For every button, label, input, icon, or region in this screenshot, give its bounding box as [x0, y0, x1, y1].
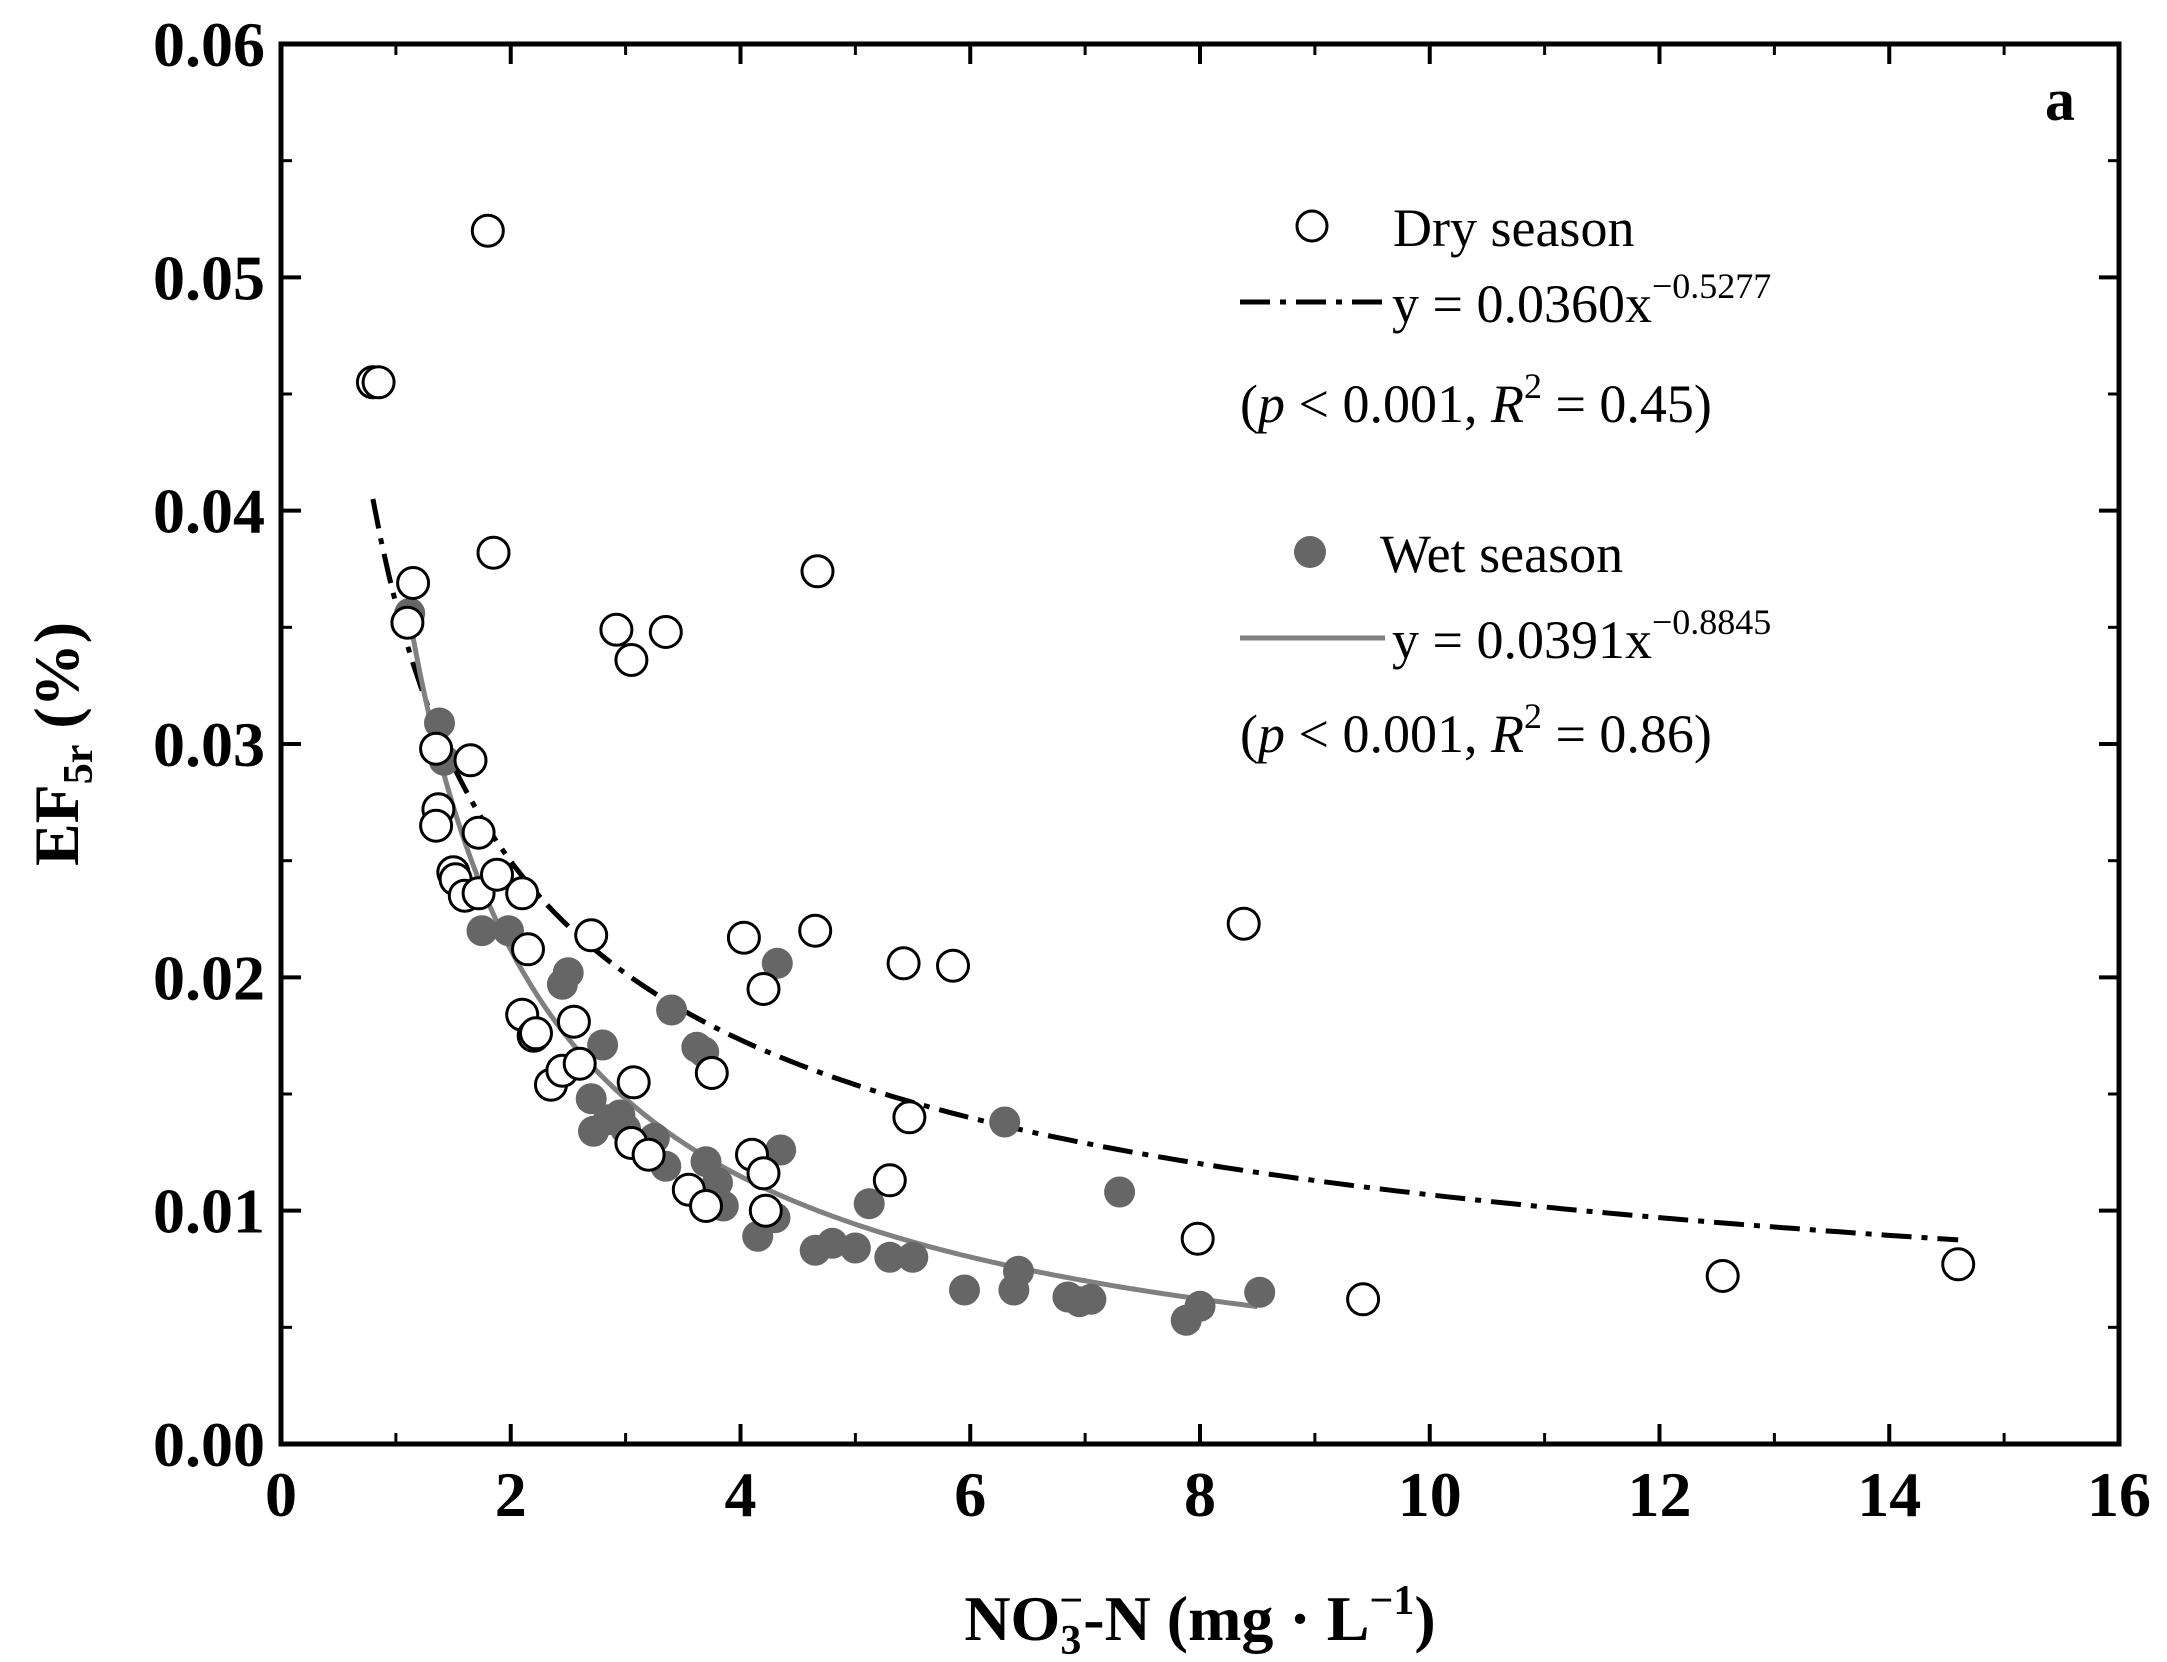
x-tick-label: 0: [265, 1459, 297, 1530]
dry-season-point: [748, 1193, 783, 1228]
y-tick-label: 0.06: [153, 9, 265, 80]
dry-season-point: [936, 948, 970, 983]
dry-season-point: [574, 918, 609, 953]
wet-season-point: [1003, 1255, 1034, 1287]
dry-season-point: [453, 743, 488, 778]
axis-ticks: [279, 42, 2121, 1446]
dry-season-point: [599, 612, 634, 647]
x-tick-label: 16: [2087, 1459, 2151, 1530]
dry-season-point: [798, 913, 833, 948]
dry-season-point: [461, 815, 496, 850]
dry-season-point: [556, 1004, 591, 1039]
wet-season-point: [587, 1029, 619, 1061]
legend-marker-wet: [1294, 536, 1326, 568]
dry-season-point: [1705, 1259, 1740, 1293]
wet-season-point: [552, 957, 584, 989]
dry-season-point: [419, 731, 454, 766]
wet-season-point: [656, 994, 688, 1026]
dry-season-point: [390, 605, 425, 640]
x-tick-label: 4: [725, 1459, 757, 1530]
dry-season-point: [519, 1016, 553, 1051]
dry-season-point: [396, 566, 431, 600]
legend-equation-dry: y = 0.0360x−0.5277: [1392, 266, 1771, 334]
dry-season-point: [1941, 1247, 1976, 1282]
dry-season-point: [361, 365, 396, 400]
x-tick-label: 8: [1184, 1459, 1216, 1530]
dry-season-point: [511, 932, 545, 967]
wet-season-point: [1104, 1176, 1136, 1208]
y-tick-label: 0.04: [153, 476, 265, 547]
dry-season-point: [689, 1189, 723, 1223]
wet-season-point: [575, 1083, 607, 1115]
x-tick-label: 10: [1398, 1459, 1462, 1530]
dry-season-point: [694, 1056, 729, 1090]
fit-curve-dry: [370, 498, 1959, 1243]
panel-label: a: [2045, 67, 2075, 133]
data-points: [355, 213, 1976, 1336]
dry-season-point: [746, 1156, 781, 1191]
dry-season-point: [419, 808, 454, 843]
dry-season-point: [631, 1137, 666, 1172]
wet-season-point: [761, 947, 793, 979]
tick-labels: 0 2 4 6 8 10 12 14 16 0.00 0.01 0.02 0.03 0.04 0.05 0.0…: [153, 9, 2151, 1530]
fit-curves: [370, 498, 1959, 1310]
x-tick-label: 2: [495, 1459, 527, 1530]
wet-season-point: [1244, 1276, 1276, 1308]
dry-season-point: [562, 1046, 597, 1081]
x-axis-title: NO3−-N (mg · L−1): [964, 1578, 1435, 1662]
dry-season-point: [648, 615, 683, 649]
dry-season-point: [1226, 906, 1261, 941]
wet-season-point: [1184, 1290, 1216, 1322]
legend-stats-dry: (p < 0.001, R2 = 0.45): [1240, 366, 1712, 434]
dry-season-point: [1346, 1282, 1381, 1317]
dry-season-point: [480, 857, 514, 892]
wet-season-point: [989, 1106, 1021, 1138]
legend: Dry season y = 0.0360x−0.5277 (p < 0.001…: [1240, 198, 1771, 764]
wet-season-point: [897, 1241, 929, 1273]
legend-label-wet: Wet season: [1380, 524, 1623, 584]
dry-season-point: [800, 554, 835, 589]
legend-marker-dry: [1295, 209, 1329, 243]
y-tick-label: 0.01: [153, 1176, 265, 1247]
wet-season-point: [466, 915, 498, 947]
dry-season-point: [746, 972, 781, 1006]
y-tick-label: 0.00: [153, 1409, 265, 1480]
wet-season-point: [424, 707, 455, 739]
legend-label-dry: Dry season: [1393, 198, 1634, 258]
fit-curve-wet: [404, 604, 1258, 1310]
dry-season-point: [505, 876, 540, 911]
x-tick-label: 12: [1628, 1459, 1692, 1530]
legend-equation-wet: y = 0.0391x−0.8845: [1392, 602, 1771, 670]
wet-season-point: [874, 1241, 906, 1273]
dry-season-point: [1180, 1221, 1215, 1256]
dry-season-point: [616, 1065, 651, 1100]
wet-season-point: [1075, 1283, 1107, 1315]
dry-season-point: [726, 920, 761, 955]
y-tick-label: 0.03: [153, 709, 265, 780]
legend-stats-wet: (p < 0.001, R2 = 0.86): [1240, 696, 1712, 764]
dry-season-point: [614, 643, 649, 677]
dry-season-point: [886, 946, 921, 981]
wet-season-point: [949, 1274, 980, 1306]
y-tick-label: 0.05: [153, 242, 265, 313]
wet-season-point: [839, 1232, 871, 1264]
wet-season-point: [853, 1188, 885, 1220]
wet-season-point: [765, 1134, 797, 1166]
y-axis-title: EF5r (%): [21, 622, 102, 866]
wet-season-point: [816, 1227, 848, 1259]
dry-season-point: [470, 213, 505, 248]
dry-season-point: [476, 535, 511, 570]
y-tick-label: 0.02: [153, 942, 265, 1013]
x-tick-label: 14: [1857, 1459, 1921, 1530]
x-tick-label: 6: [954, 1459, 986, 1530]
dry-season-point: [872, 1163, 907, 1198]
dry-season-point: [892, 1100, 927, 1135]
